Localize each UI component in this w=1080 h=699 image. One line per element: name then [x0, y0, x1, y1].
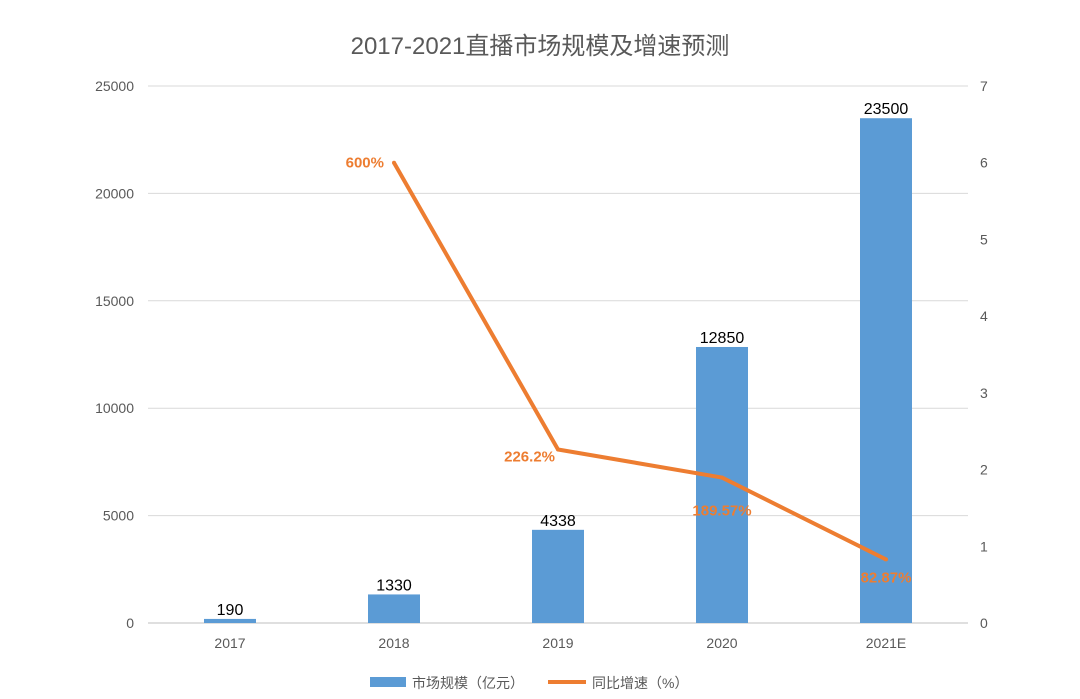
left-tick-label: 0	[126, 615, 134, 631]
x-tick-label: 2018	[378, 635, 409, 651]
line-data-label: 189.57%	[692, 503, 751, 520]
x-tick-label: 2021E	[866, 635, 906, 651]
bar	[860, 118, 912, 623]
left-tick-label: 25000	[95, 78, 134, 94]
left-tick-label: 10000	[95, 400, 134, 416]
right-tick-label: 7	[980, 78, 988, 94]
x-tick-label: 2019	[542, 635, 573, 651]
x-tick-label: 2020	[706, 635, 737, 651]
bar-data-label: 12850	[700, 330, 745, 347]
legend-label-line: 同比增速（%）	[592, 675, 688, 691]
legend-swatch-bar	[370, 677, 406, 687]
right-y-axis: 0 1 2 3 4 5 6 7	[980, 78, 988, 631]
legend: 市场规模（亿元） 同比增速（%）	[370, 675, 688, 691]
right-tick-label: 4	[980, 308, 988, 324]
line-data-label: 600%	[346, 155, 384, 172]
line-point	[720, 475, 724, 480]
line-data-label: 82.87%	[861, 569, 912, 586]
growth-line	[392, 161, 887, 562]
line-point	[556, 447, 560, 452]
x-tick-label: 2017	[214, 635, 245, 651]
x-axis: 2017 2018 2019 2020 2021E	[214, 635, 906, 651]
legend-label-bar: 市场规模（亿元）	[412, 675, 524, 691]
left-tick-label: 20000	[95, 185, 134, 201]
line-point	[884, 557, 888, 562]
line-data-label: 226.2%	[504, 448, 555, 465]
right-tick-label: 5	[980, 231, 988, 247]
chart-title: 2017-2021直播市场规模及增速预测	[351, 33, 730, 60]
gridlines	[148, 85, 968, 624]
right-tick-label: 1	[980, 538, 988, 554]
line-series: 600% 226.2% 189.57% 82.87%	[346, 155, 912, 587]
left-tick-label: 15000	[95, 293, 134, 309]
left-tick-label: 5000	[103, 508, 134, 524]
left-y-axis: 0 5000 10000 15000 20000 25000	[95, 78, 134, 631]
right-tick-label: 3	[980, 385, 988, 401]
right-tick-label: 2	[980, 462, 988, 478]
bar	[532, 529, 584, 623]
bar	[204, 618, 256, 623]
bar-data-label: 4338	[540, 513, 576, 530]
right-tick-label: 6	[980, 155, 988, 171]
bar-data-label: 23500	[864, 101, 909, 118]
bar-data-label: 190	[217, 602, 244, 619]
right-tick-label: 0	[980, 615, 988, 631]
line-point	[392, 160, 396, 165]
bar	[368, 594, 420, 623]
bar-data-label: 1330	[376, 577, 412, 594]
bar-series: 190 1330 4338 12850 23500	[204, 101, 912, 623]
